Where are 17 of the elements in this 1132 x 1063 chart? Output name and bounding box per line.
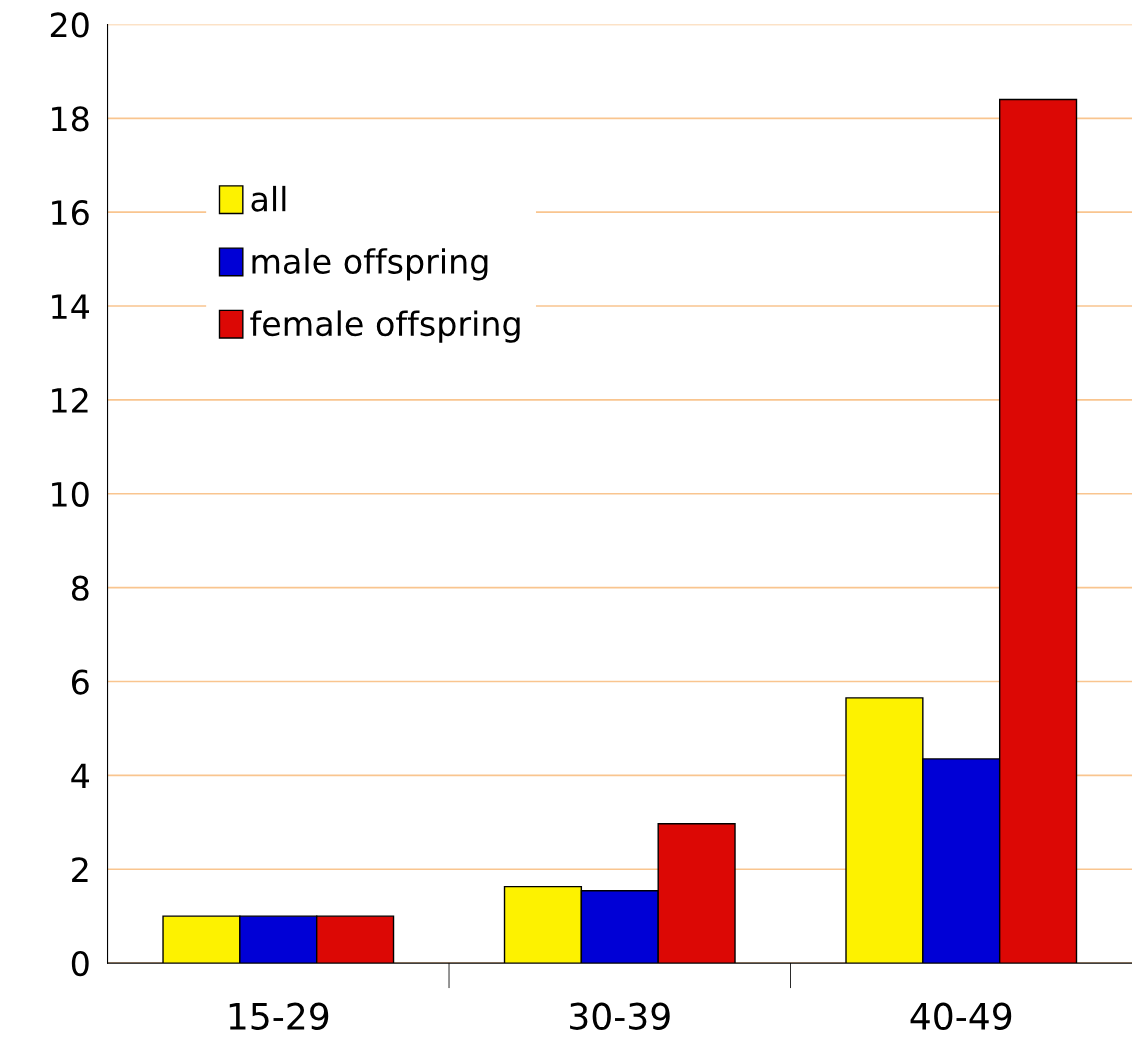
y-tick-label: 14 [52,294,89,319]
legend-label: female offspring [250,310,520,343]
y-tick-label: 16 [52,200,89,226]
x-tick-label: 40-49 [910,1002,1012,1030]
y-tick-label: 20 [50,12,89,38]
y-tick-label: 6 [71,669,89,695]
y-tick-label: 8 [71,575,89,601]
legend-label: all [251,185,286,212]
x-tick-label: 30-39 [570,1002,670,1030]
y-tick-label: 12 [52,387,88,413]
y-tick-label: 0 [71,951,89,977]
legend-label: male offspring [252,248,488,281]
y-tick-label: 2 [72,857,88,882]
y-tick-label: 18 [52,106,89,132]
y-tick-label: 4 [71,763,89,789]
y-tick-label: 10 [52,481,89,507]
x-tick-label: 15-29 [229,1002,329,1030]
